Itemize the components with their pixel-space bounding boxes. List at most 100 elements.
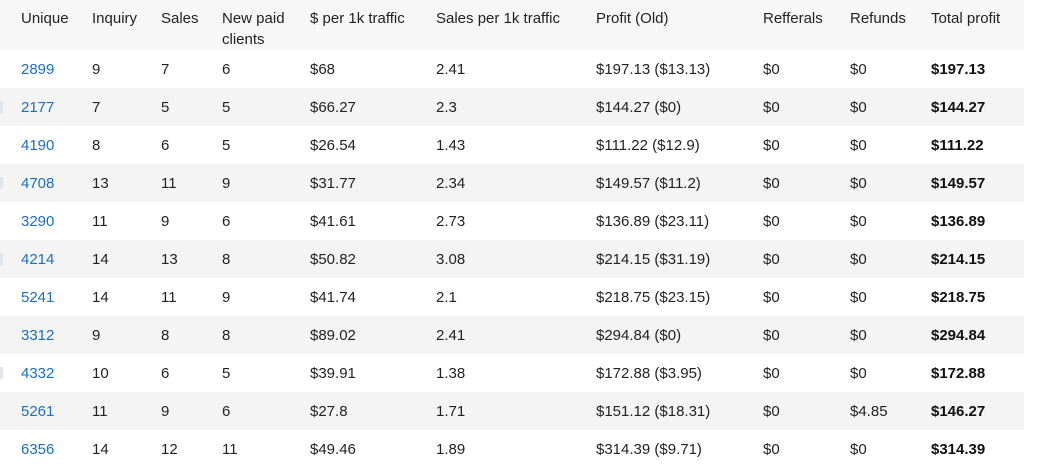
- table-row: 4190 8 6 5 $26.54 1.43 $111.22 ($12.9) $0 $0 $111…: [0, 126, 1024, 164]
- column-header-referrals[interactable]: Refferals: [763, 0, 850, 50]
- unique-link[interactable]: 5241: [21, 288, 55, 306]
- table-row: 5261 11 9 6 $27.8 1.71 $151.12 ($18.31) $0 $4.85…: [0, 392, 1024, 430]
- column-header-refunds[interactable]: Refunds: [850, 0, 931, 50]
- cell-profit-old: $214.15 ($31.19): [596, 240, 763, 278]
- unique-link[interactable]: 5261: [21, 402, 55, 420]
- cell-sales: 13: [161, 240, 222, 278]
- column-header-per-1k-traffic[interactable]: $ per 1k traffic: [310, 0, 436, 50]
- cell-referrals: $0: [763, 164, 850, 202]
- cell-sales-per-1k-traffic: 2.1: [436, 278, 596, 316]
- cell-refunds: $0: [850, 240, 931, 278]
- cell-total-profit: $314.39: [931, 430, 1024, 468]
- cell-unique: 3312: [0, 316, 92, 354]
- table-row: 2899 9 7 6 $68 2.41 $197.13 ($13.13) $0 $0 $197.1…: [0, 50, 1024, 88]
- cell-sales-per-1k-traffic: 1.89: [436, 430, 596, 468]
- unique-link[interactable]: 4332: [21, 364, 55, 382]
- cell-new-paid-clients: 11: [222, 430, 310, 468]
- cell-sales: 7: [161, 50, 222, 88]
- cell-unique: 2177: [0, 88, 92, 126]
- cell-refunds: $0: [850, 316, 931, 354]
- cell-refunds: $0: [850, 88, 931, 126]
- cell-sales: 11: [161, 278, 222, 316]
- cell-unique: 4214: [0, 240, 92, 278]
- unique-link[interactable]: 4708: [21, 174, 55, 192]
- cell-unique: 5241: [0, 278, 92, 316]
- cell-referrals: $0: [763, 430, 850, 468]
- cell-refunds: $0: [850, 202, 931, 240]
- cell-unique: 4190: [0, 126, 92, 164]
- cell-unique: 4708: [0, 164, 92, 202]
- cell-profit-old: $136.89 ($23.11): [596, 202, 763, 240]
- column-header-total-profit[interactable]: Total profit: [931, 0, 1024, 50]
- cell-per-1k-traffic: $89.02: [310, 316, 436, 354]
- cell-inquiry: 11: [92, 392, 161, 430]
- cell-profit-old: $218.75 ($23.15): [596, 278, 763, 316]
- cell-unique: 6356: [0, 430, 92, 468]
- cell-sales-per-1k-traffic: 2.41: [436, 50, 596, 88]
- cell-total-profit: $218.75: [931, 278, 1024, 316]
- cell-per-1k-traffic: $26.54: [310, 126, 436, 164]
- cell-profit-old: $111.22 ($12.9): [596, 126, 763, 164]
- column-header-inquiry[interactable]: Inquiry: [92, 0, 161, 50]
- column-header-sales-per-1k-traffic[interactable]: Sales per 1k traffic: [436, 0, 596, 50]
- cell-sales-per-1k-traffic: 2.34: [436, 164, 596, 202]
- cell-referrals: $0: [763, 126, 850, 164]
- table-row: 5241 14 11 9 $41.74 2.1 $218.75 ($23.15) $0 $0 $2…: [0, 278, 1024, 316]
- cell-inquiry: 9: [92, 316, 161, 354]
- column-header-sales[interactable]: Sales: [161, 0, 222, 50]
- column-header-unique[interactable]: Unique: [0, 0, 92, 50]
- unique-link[interactable]: 4190: [21, 136, 55, 154]
- cell-refunds: $0: [850, 278, 931, 316]
- row-edge-marker: [0, 177, 3, 189]
- cell-new-paid-clients: 8: [222, 316, 310, 354]
- cell-referrals: $0: [763, 88, 850, 126]
- unique-link[interactable]: 2899: [21, 60, 55, 78]
- cell-per-1k-traffic: $27.8: [310, 392, 436, 430]
- cell-profit-old: $151.12 ($18.31): [596, 392, 763, 430]
- cell-per-1k-traffic: $31.77: [310, 164, 436, 202]
- cell-sales-per-1k-traffic: 2.3: [436, 88, 596, 126]
- cell-inquiry: 7: [92, 88, 161, 126]
- cell-sales-per-1k-traffic: 2.73: [436, 202, 596, 240]
- table-row: 4214 14 13 8 $50.82 3.08 $214.15 ($31.19) $0 $0 $…: [0, 240, 1024, 278]
- cell-sales-per-1k-traffic: 1.43: [436, 126, 596, 164]
- row-edge-marker: [0, 101, 3, 113]
- cell-refunds: $0: [850, 164, 931, 202]
- table-row: 2177 7 5 5 $66.27 2.3 $144.27 ($0) $0 $0 $144.27: [0, 88, 1024, 126]
- cell-per-1k-traffic: $66.27: [310, 88, 436, 126]
- cell-inquiry: 14: [92, 278, 161, 316]
- cell-referrals: $0: [763, 50, 850, 88]
- cell-referrals: $0: [763, 354, 850, 392]
- column-header-new-paid-clients[interactable]: New paid clients: [222, 0, 310, 50]
- unique-link[interactable]: 2177: [21, 98, 55, 116]
- cell-refunds: $0: [850, 354, 931, 392]
- cell-new-paid-clients: 5: [222, 126, 310, 164]
- stats-table: Unique Inquiry Sales New paid clients $ …: [0, 0, 1024, 468]
- cell-profit-old: $149.57 ($11.2): [596, 164, 763, 202]
- cell-referrals: $0: [763, 240, 850, 278]
- cell-new-paid-clients: 5: [222, 88, 310, 126]
- cell-unique: 2899: [0, 50, 92, 88]
- cell-total-profit: $294.84: [931, 316, 1024, 354]
- column-header-profit-old[interactable]: Profit (Old): [596, 0, 763, 50]
- cell-inquiry: 9: [92, 50, 161, 88]
- cell-new-paid-clients: 6: [222, 50, 310, 88]
- cell-sales: 9: [161, 202, 222, 240]
- unique-link[interactable]: 6356: [21, 440, 55, 458]
- cell-per-1k-traffic: $50.82: [310, 240, 436, 278]
- unique-link[interactable]: 4214: [21, 250, 55, 268]
- cell-per-1k-traffic: $41.74: [310, 278, 436, 316]
- cell-new-paid-clients: 5: [222, 354, 310, 392]
- cell-total-profit: $172.88: [931, 354, 1024, 392]
- cell-inquiry: 10: [92, 354, 161, 392]
- cell-unique: 3290: [0, 202, 92, 240]
- cell-total-profit: $144.27: [931, 88, 1024, 126]
- unique-link[interactable]: 3312: [21, 326, 55, 344]
- cell-sales: 5: [161, 88, 222, 126]
- unique-link[interactable]: 3290: [21, 212, 55, 230]
- cell-sales: 9: [161, 392, 222, 430]
- cell-per-1k-traffic: $39.91: [310, 354, 436, 392]
- cell-profit-old: $144.27 ($0): [596, 88, 763, 126]
- cell-profit-old: $172.88 ($3.95): [596, 354, 763, 392]
- table-row: 6356 14 12 11 $49.46 1.89 $314.39 ($9.71) $0 $0 $…: [0, 430, 1024, 468]
